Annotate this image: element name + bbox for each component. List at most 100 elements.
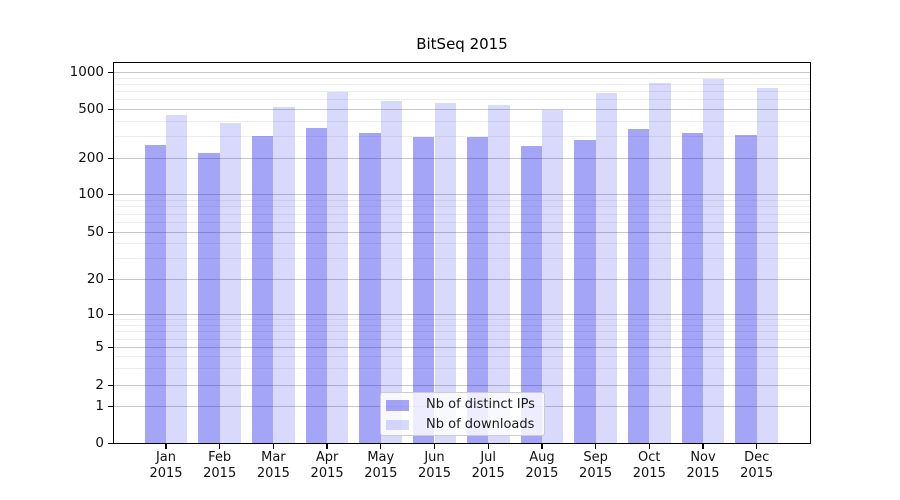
x-ticklabel-jan: Jan 2015: [133, 450, 199, 482]
x-ticklabel-month: Sep: [583, 450, 608, 465]
x-ticklabel-month: May: [367, 450, 395, 465]
gridline-minor-900: [113, 77, 811, 79]
y-ticklabel-100: 100: [78, 186, 104, 203]
x-ticklabel-month: Feb: [208, 450, 232, 465]
x-tick-jul: [487, 443, 489, 449]
bar-downloads-apr: [327, 92, 349, 444]
gridline-minor-70: [113, 213, 811, 215]
gridline-minor-90: [113, 199, 811, 201]
x-tick-nov: [702, 443, 704, 449]
x-ticklabel-feb: Feb 2015: [187, 450, 253, 482]
x-ticklabel-month: Oct: [638, 450, 661, 465]
x-ticklabel-apr: Apr 2015: [294, 450, 360, 482]
bar-downloads-dec: [756, 87, 779, 444]
y-ticklabel-5: 5: [95, 339, 104, 356]
chart-title: BitSeq 2015: [416, 35, 508, 53]
y-tick-50: [108, 231, 113, 233]
x-ticklabel-sep: Sep 2015: [563, 450, 629, 482]
y-ticklabel-50: 50: [86, 223, 104, 240]
legend-swatch-distinct-ips: [386, 400, 409, 411]
bar-distinct-ips-jun: [413, 136, 435, 444]
x-ticklabel-month: Jun: [424, 450, 445, 465]
legend-label-distinct-ips: Nb of distinct IPs: [426, 397, 535, 412]
y-ticklabel-0: 0: [95, 435, 104, 451]
y-ticklabel-1000: 1000: [69, 64, 104, 80]
x-ticklabel-month: Aug: [529, 450, 555, 465]
x-tick-dec: [756, 443, 758, 449]
gridline-minor-60: [113, 221, 811, 223]
x-ticklabel-month: Mar: [261, 450, 286, 465]
y-ticklabel-10: 10: [86, 306, 104, 323]
legend-entry-distinct-ips: Nb of distinct IPs: [381, 396, 544, 414]
y-tick-1: [108, 406, 113, 408]
y-tick-2: [108, 385, 113, 387]
x-ticklabel-jul: Jul 2015: [455, 450, 521, 482]
legend: Nb of distinct IPs Nb of downloads: [380, 392, 545, 436]
x-ticklabel-jun: Jun 2015: [402, 450, 468, 482]
x-tick-oct: [648, 443, 650, 449]
bar-distinct-ips-dec: [735, 135, 757, 444]
y-tick-500: [108, 108, 113, 110]
bar-downloads-oct: [649, 82, 671, 444]
x-ticklabel-year: 2015: [686, 466, 720, 481]
x-ticklabel-year: 2015: [525, 466, 559, 481]
y-ticklabel-2: 2: [95, 377, 104, 394]
gridline-major-200: [113, 157, 811, 159]
x-ticklabel-may: May 2015: [348, 450, 414, 482]
x-ticklabel-month: Jul: [480, 450, 497, 465]
legend-swatch-downloads: [386, 419, 409, 430]
gridline-minor-400: [113, 120, 811, 122]
legend-label-downloads: Nb of downloads: [426, 416, 535, 432]
x-ticklabel-month: Apr: [315, 450, 339, 465]
gridline-minor-600: [113, 99, 811, 101]
x-tick-feb: [219, 443, 221, 449]
gridline-minor-40: [113, 243, 811, 245]
x-tick-apr: [326, 443, 328, 449]
bar-downloads-aug: [541, 109, 564, 444]
bar-downloads-jul: [488, 105, 510, 444]
bar-distinct-ips-jan: [144, 144, 166, 444]
y-ticklabel-20: 20: [86, 271, 104, 288]
x-tick-jun: [433, 443, 436, 449]
y-tick-200: [108, 157, 113, 159]
y-tick-20: [108, 279, 113, 281]
bar-downloads-feb: [219, 122, 242, 444]
gridline-major-2: [113, 385, 811, 387]
gridline-major-5: [113, 347, 811, 349]
x-ticklabel-oct: Oct 2015: [616, 450, 682, 482]
bar-distinct-ips-sep: [574, 139, 596, 444]
plot-area: [113, 62, 811, 444]
gridline-minor-4: [113, 356, 811, 358]
bar-distinct-ips-jul: [466, 137, 489, 444]
x-ticklabel-year: 2015: [149, 466, 183, 481]
gridline-minor-9: [113, 319, 811, 321]
gridline-major-50: [113, 231, 811, 233]
x-ticklabel-dec: Dec 2015: [724, 450, 790, 482]
gridline-major-500: [113, 108, 811, 110]
x-ticklabel-year: 2015: [364, 466, 398, 481]
y-tick-5: [108, 347, 113, 349]
y-ticklabel-500: 500: [78, 100, 104, 117]
gridline-minor-7: [113, 331, 811, 333]
bar-downloads-sep: [595, 92, 617, 444]
bar-distinct-ips-may: [359, 132, 381, 444]
x-ticklabel-aug: Aug 2015: [509, 450, 575, 482]
x-tick-mar: [272, 443, 275, 449]
x-ticklabel-year: 2015: [417, 466, 452, 481]
gridline-minor-6: [113, 338, 811, 340]
gridline-major-100: [113, 194, 811, 196]
x-ticklabel-year: 2015: [471, 466, 505, 481]
gridline-major-20: [113, 279, 811, 281]
bar-downloads-nov: [703, 78, 725, 444]
x-ticklabel-nov: Nov 2015: [670, 450, 736, 482]
bar-distinct-ips-aug: [520, 146, 542, 444]
bar-downloads-mar: [273, 107, 295, 444]
x-ticklabel-mar: Mar 2015: [240, 450, 306, 482]
y-tick-1000: [108, 71, 113, 74]
bar-distinct-ips-oct: [627, 128, 650, 444]
x-tick-aug: [541, 443, 543, 449]
bar-distinct-ips-feb: [198, 152, 220, 444]
bar-downloads-jan: [166, 115, 188, 444]
gridline-minor-800: [113, 83, 811, 85]
bar-downloads-jun: [434, 103, 456, 444]
